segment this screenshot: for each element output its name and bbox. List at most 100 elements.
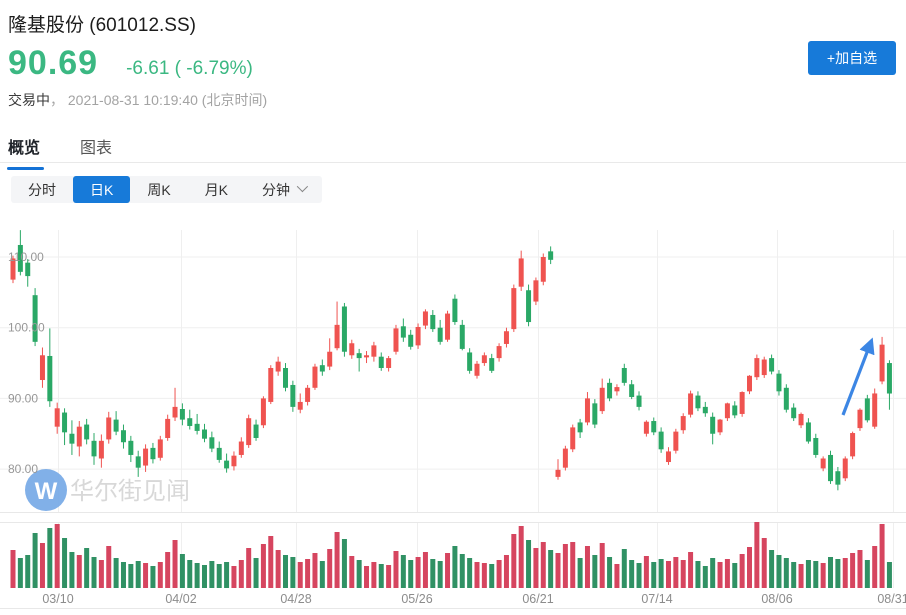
candle-body bbox=[283, 367, 289, 388]
volume-bar bbox=[754, 522, 760, 588]
candle-body bbox=[688, 393, 694, 415]
candle-body bbox=[349, 343, 355, 356]
candle-body bbox=[415, 326, 421, 346]
candle-body bbox=[386, 358, 392, 368]
candle-body bbox=[503, 331, 509, 344]
candle-body bbox=[356, 353, 362, 359]
volume-bar bbox=[739, 554, 745, 588]
kline-tab-daily[interactable]: 日K bbox=[73, 176, 131, 203]
candle-body bbox=[805, 422, 811, 442]
volume-bar bbox=[732, 563, 738, 588]
volume-series bbox=[10, 522, 892, 588]
candle-body bbox=[253, 424, 259, 438]
candle-body bbox=[268, 367, 274, 402]
volume-bar bbox=[216, 564, 222, 588]
volume-bar bbox=[238, 560, 244, 588]
volume-bar bbox=[886, 562, 892, 588]
trading-status: 交易中 bbox=[8, 92, 50, 108]
candle-body bbox=[327, 351, 333, 367]
candlestick-chart[interactable]: W 华尔街见闻 110.00 100.00 90.00 80.00 03/10 04/02 04… bbox=[0, 228, 906, 615]
volume-bar bbox=[319, 561, 325, 588]
volume-bar bbox=[879, 524, 885, 588]
volume-bar bbox=[702, 566, 708, 588]
volume-bar bbox=[761, 538, 767, 588]
volume-bar bbox=[658, 559, 664, 588]
candle-body bbox=[106, 417, 112, 440]
volume-bar bbox=[408, 560, 414, 588]
volume-bar bbox=[76, 555, 82, 588]
candle-body bbox=[555, 469, 561, 477]
candle-body bbox=[562, 448, 568, 468]
candle-body bbox=[717, 419, 723, 433]
volume-bar bbox=[54, 524, 60, 588]
x-axis-label: 07/14 bbox=[641, 592, 672, 606]
add-watchlist-button[interactable]: +加自选 bbox=[808, 41, 896, 75]
volume-bar bbox=[297, 562, 303, 588]
volume-bar bbox=[128, 564, 134, 588]
candle-body bbox=[378, 356, 384, 368]
trend-arrow-annotation bbox=[841, 337, 875, 416]
candle-body bbox=[32, 295, 38, 342]
y-axis-label: 100.00 bbox=[8, 321, 45, 335]
kline-tab-monthly[interactable]: 月K bbox=[204, 181, 229, 198]
candle-body bbox=[76, 426, 82, 447]
volume-bar bbox=[747, 547, 752, 588]
candle-body bbox=[400, 326, 406, 338]
volume-bar bbox=[791, 562, 797, 588]
volume-bar bbox=[62, 538, 68, 588]
candle-body bbox=[599, 387, 605, 412]
candle-body bbox=[629, 384, 635, 397]
candle-body bbox=[297, 401, 303, 410]
tab-overview[interactable]: 概览 bbox=[7, 134, 44, 170]
candle-body bbox=[584, 398, 590, 423]
volume-bar bbox=[386, 565, 392, 588]
tab-chart[interactable]: 图表 bbox=[80, 134, 112, 158]
candle-body bbox=[165, 418, 171, 438]
volume-bar bbox=[835, 559, 841, 588]
stock-title: 隆基股份 (601012.SS) bbox=[8, 15, 196, 36]
volume-bar bbox=[474, 562, 480, 588]
kline-tab-minute[interactable]: 分钟 bbox=[245, 176, 322, 203]
candle-body bbox=[526, 290, 532, 323]
candle-body bbox=[290, 384, 296, 407]
volume-bar bbox=[828, 557, 834, 588]
candle-body bbox=[474, 363, 480, 376]
candle-body bbox=[17, 244, 23, 272]
candle-body bbox=[570, 427, 576, 450]
kline-tab-time[interactable]: 分时 bbox=[28, 181, 56, 198]
volume-bar bbox=[445, 553, 451, 588]
candle-body bbox=[636, 395, 642, 407]
volume-bar bbox=[268, 536, 274, 588]
x-axis-label: 03/10 bbox=[42, 592, 73, 606]
candle-body bbox=[113, 419, 119, 432]
volume-bar bbox=[710, 558, 716, 588]
x-axis-label: 08/06 bbox=[761, 592, 792, 606]
candle-body bbox=[481, 355, 487, 364]
candle-body bbox=[157, 439, 163, 458]
candle-body bbox=[842, 458, 848, 479]
volume-bar bbox=[864, 560, 870, 588]
volume-bar bbox=[356, 560, 362, 588]
candle-body bbox=[445, 313, 451, 340]
volume-bar bbox=[651, 562, 657, 588]
candle-body bbox=[643, 421, 649, 434]
candle-body bbox=[98, 440, 104, 459]
kline-tab-weekly[interactable]: 周K bbox=[147, 181, 171, 198]
candle-body bbox=[54, 408, 60, 427]
volume-bar bbox=[533, 548, 539, 588]
volume-bar bbox=[496, 560, 502, 588]
candle-series bbox=[10, 230, 892, 491]
volume-bar bbox=[467, 558, 473, 588]
y-axis-label: 90.00 bbox=[8, 391, 38, 405]
volume-bar bbox=[548, 550, 554, 588]
candle-body bbox=[724, 403, 730, 419]
volume-bar bbox=[47, 528, 53, 588]
volume-bar bbox=[850, 553, 856, 588]
candle-body bbox=[408, 334, 414, 347]
volume-bar bbox=[106, 546, 112, 588]
volume-bar bbox=[231, 566, 237, 588]
volume-bar bbox=[69, 552, 75, 588]
volume-bar bbox=[805, 560, 811, 588]
x-axis-label: 06/21 bbox=[522, 592, 553, 606]
